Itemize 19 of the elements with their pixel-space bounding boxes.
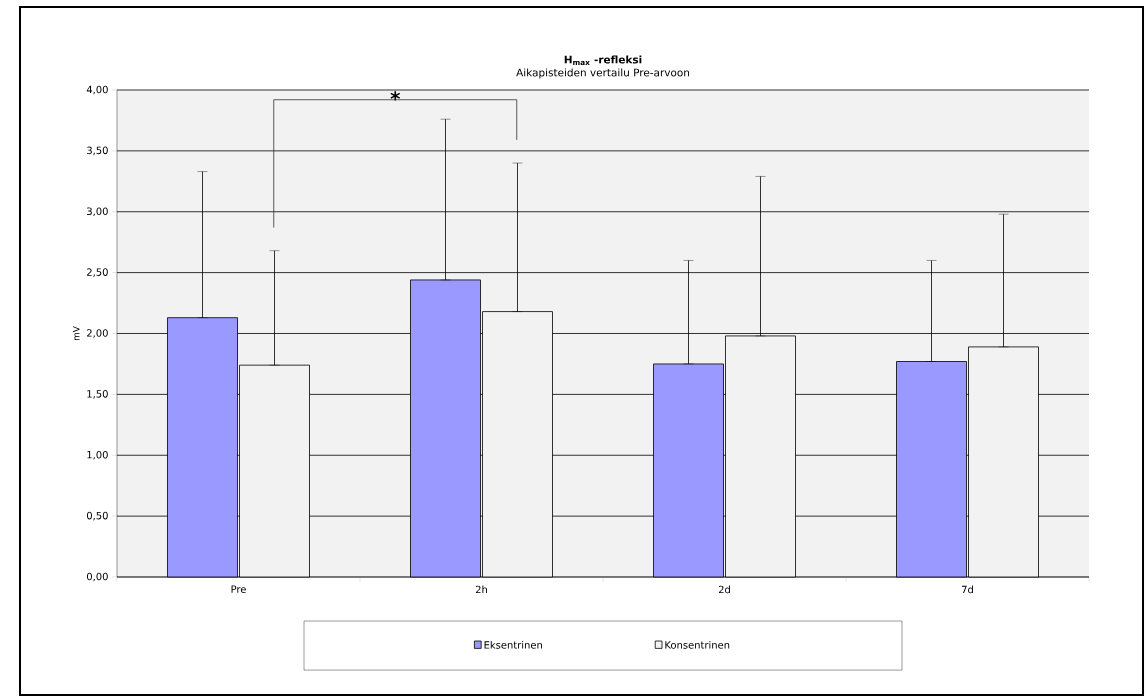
x-tick-label: 2h <box>475 585 487 594</box>
y-tick-label: 1,50 <box>87 390 108 399</box>
y-tick-label: 0,50 <box>86 511 108 521</box>
x-tick-label: 2d <box>718 585 730 594</box>
x-tick-label: Pre <box>231 585 246 593</box>
chart-title: H$_{max}$ -refleksi <box>564 55 642 66</box>
y-axis-title: mV <box>72 326 80 341</box>
y-tick-label: 3,50 <box>87 146 108 156</box>
y-tick-label: 0,00 <box>86 572 108 582</box>
y-tick-label: 2,00 <box>87 329 108 338</box>
y-tick-label: 1,00 <box>87 450 108 460</box>
chart-subtitle: Aikapisteiden vertailu Pre-arvoon <box>516 68 690 79</box>
y-tick-label: 4,00 <box>86 85 108 95</box>
legend-label: Konsentrinen <box>665 641 730 649</box>
annotation: * <box>390 91 401 101</box>
y-tick-label: 3,00 <box>87 207 108 217</box>
y-tick-label: 2,50 <box>87 268 108 277</box>
x-tick-label: 7d <box>961 585 973 594</box>
legend-label: Eksentrinen <box>484 641 542 649</box>
